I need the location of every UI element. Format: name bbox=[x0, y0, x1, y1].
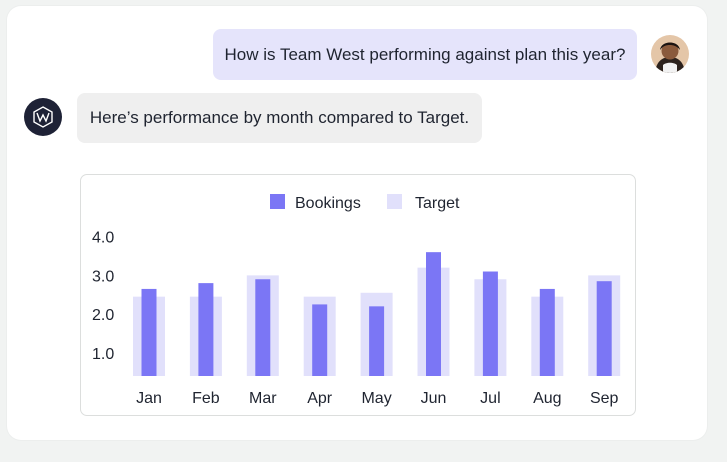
x-axis-ticks: Jan Feb Mar Apr May Jun Jul Aug Sep bbox=[136, 390, 618, 407]
user-message-text: How is Team West performing against plan… bbox=[224, 45, 626, 64]
x-tick-label-may: May bbox=[361, 390, 391, 407]
bookings-bar-jun bbox=[426, 252, 441, 376]
legend-label-bookings: Bookings bbox=[295, 195, 361, 212]
bookings-bar-feb bbox=[198, 283, 214, 376]
y-tick-label: 3.0 bbox=[92, 268, 114, 285]
legend-swatch-bookings bbox=[270, 194, 285, 209]
bookings-bar-jul bbox=[482, 271, 498, 376]
bookings-bar-aug bbox=[539, 288, 555, 376]
legend-label-target: Target bbox=[415, 195, 460, 212]
x-tick-label-apr: Apr bbox=[307, 390, 333, 407]
assistant-logo-icon bbox=[33, 106, 53, 128]
assistant-logo bbox=[24, 98, 62, 136]
user-message-bubble: How is Team West performing against plan… bbox=[213, 29, 637, 80]
assistant-message-bubble: Here’s performance by month compared to … bbox=[77, 93, 482, 143]
bookings-vs-target-chart: Bookings Target 1.0 2.0 3.0 4.0 Jan Feb Mar Ap… bbox=[80, 174, 636, 416]
y-tick-label: 1.0 bbox=[92, 346, 114, 363]
y-axis-ticks: 1.0 2.0 3.0 4.0 bbox=[92, 230, 114, 363]
bookings-bar-jan bbox=[141, 288, 157, 376]
x-tick-label-mar: Mar bbox=[249, 390, 277, 407]
x-tick-label-jan: Jan bbox=[136, 390, 162, 407]
y-tick-label: 4.0 bbox=[92, 230, 114, 247]
x-tick-label-jun: Jun bbox=[421, 390, 447, 407]
x-tick-label-feb: Feb bbox=[192, 390, 220, 407]
user-avatar-icon bbox=[651, 35, 689, 73]
x-tick-label-sep: Sep bbox=[590, 390, 619, 407]
legend-swatch-target bbox=[387, 194, 402, 209]
user-avatar[interactable] bbox=[651, 35, 689, 73]
x-tick-label-jul: Jul bbox=[480, 390, 500, 407]
chart-bars bbox=[133, 252, 621, 376]
chart-svg: Bookings Target 1.0 2.0 3.0 4.0 Jan Feb Mar Ap… bbox=[92, 194, 621, 407]
chart-legend: Bookings Target bbox=[270, 194, 460, 212]
y-tick-label: 2.0 bbox=[92, 307, 114, 324]
bookings-bar-mar bbox=[255, 279, 271, 376]
bookings-bar-apr bbox=[312, 304, 328, 376]
bookings-bar-may bbox=[369, 306, 385, 376]
assistant-message-text: Here’s performance by month compared to … bbox=[89, 108, 470, 127]
bookings-bar-sep bbox=[596, 281, 612, 376]
x-tick-label-aug: Aug bbox=[533, 390, 561, 407]
